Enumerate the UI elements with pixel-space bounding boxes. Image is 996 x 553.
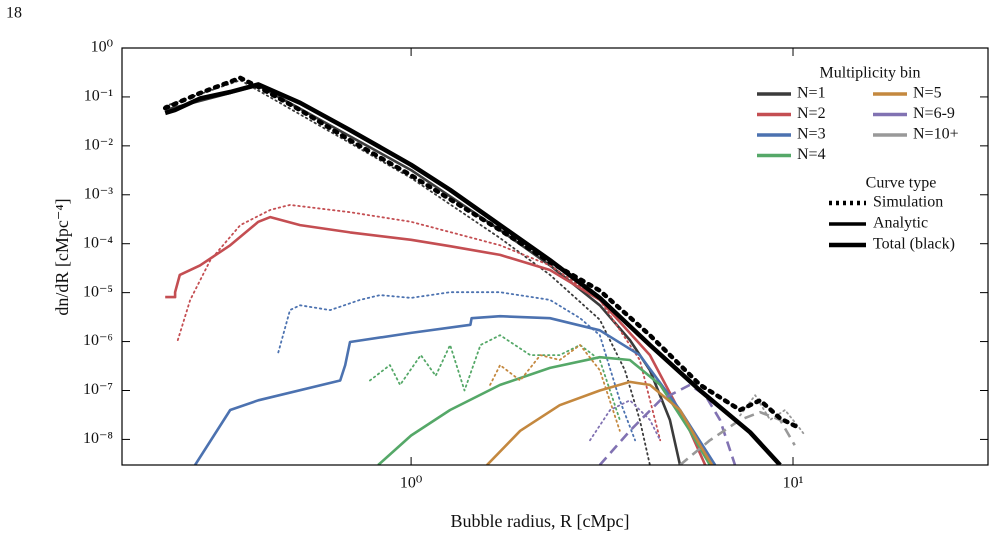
series-line — [165, 215, 707, 465]
series-line — [277, 291, 636, 442]
legend-label: Simulation — [873, 194, 943, 211]
series-line — [489, 344, 621, 432]
series-line — [377, 355, 712, 465]
plot-frame — [121, 47, 989, 466]
legend-label: N=4 — [797, 146, 826, 163]
series-line — [486, 380, 714, 465]
legend-title: Multiplicity bin — [820, 65, 921, 82]
x-tick-label: 10¹ — [783, 475, 804, 492]
legend-label: Total (black) — [873, 236, 955, 253]
series-line — [194, 314, 717, 465]
series-line — [589, 399, 662, 442]
series-line — [598, 383, 737, 465]
y-tick-label: 10⁻⁷ — [83, 381, 113, 398]
legend-label: N=5 — [913, 85, 942, 102]
series-line — [162, 75, 802, 431]
series-line — [164, 84, 682, 465]
legend-label: Analytic — [873, 215, 928, 232]
series-line — [369, 334, 621, 421]
x-tick-label: 10⁰ — [400, 475, 422, 492]
series-line — [164, 82, 782, 465]
y-tick-label: 10⁻¹ — [84, 88, 113, 105]
legend-title: Curve type — [866, 175, 937, 192]
legend-label: N=3 — [797, 126, 826, 143]
y-tick-label: 10⁻⁶ — [83, 332, 113, 349]
page-number: 18 — [6, 5, 22, 22]
x-axis-label: Bubble radius, R [cMpc] — [451, 511, 630, 531]
y-tick-label: 10⁻⁵ — [83, 283, 113, 300]
series-line — [679, 410, 796, 465]
y-tick-label: 10⁻³ — [84, 185, 113, 202]
legend-label: N=2 — [797, 105, 826, 122]
legend-label: N=10+ — [913, 126, 959, 143]
y-axis-label: dn/dR [cMpc⁻⁴] — [52, 198, 72, 315]
plot-area — [162, 75, 806, 465]
y-tick-label: 10⁻⁸ — [83, 430, 113, 447]
series-line — [739, 394, 806, 437]
y-tick-label: 10⁻⁴ — [83, 234, 113, 251]
y-tick-label: 10⁻² — [84, 137, 113, 154]
series-line — [164, 79, 651, 465]
legend-label: N=1 — [797, 85, 826, 102]
y-tick-label: 10⁰ — [91, 39, 113, 56]
legend-label: N=6-9 — [913, 105, 955, 122]
